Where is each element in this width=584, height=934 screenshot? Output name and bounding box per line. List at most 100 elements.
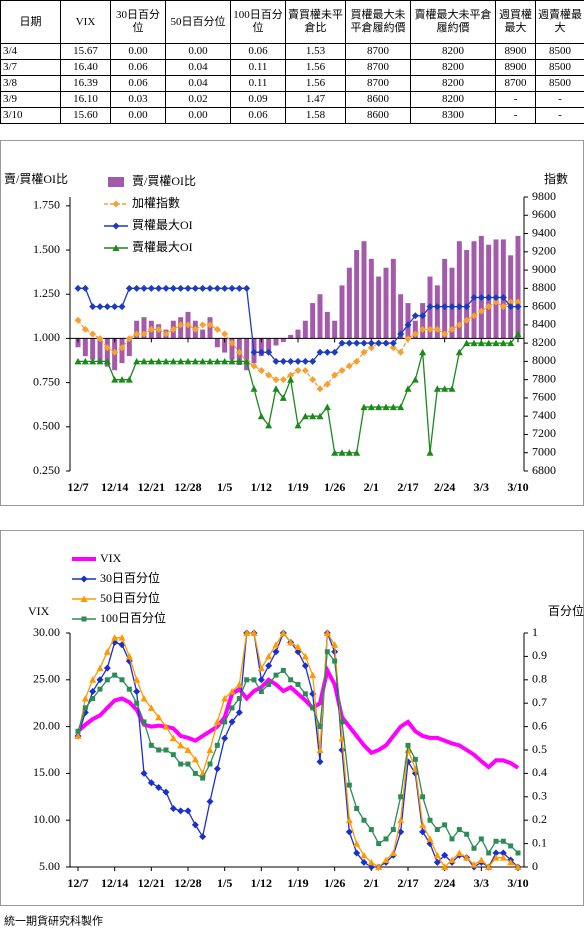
- marker: [441, 385, 449, 392]
- legend-label: 50日百分位: [100, 590, 160, 605]
- bar: [449, 267, 455, 339]
- marker: [273, 672, 279, 678]
- bar: [398, 294, 404, 339]
- table-cell: -: [535, 107, 584, 124]
- marker: [345, 816, 353, 824]
- table-cell: 1.47: [285, 91, 346, 108]
- bar: [75, 338, 81, 348]
- marker: [191, 325, 199, 333]
- marker: [301, 652, 309, 660]
- marker: [448, 856, 456, 863]
- marker: [118, 634, 126, 641]
- y2-tick-label: 7200: [532, 426, 556, 440]
- marker: [294, 357, 302, 365]
- marker: [80, 595, 88, 602]
- table-cell: 50日百分位: [165, 0, 231, 44]
- marker: [419, 325, 427, 333]
- marker: [265, 662, 273, 670]
- y2-tick-label: 9400: [532, 225, 556, 239]
- marker: [279, 357, 287, 365]
- marker: [456, 827, 462, 833]
- marker: [111, 634, 119, 641]
- x-tick-label: 1/26: [324, 480, 345, 494]
- marker: [316, 412, 324, 420]
- marker: [441, 303, 449, 311]
- table-cell: -: [495, 107, 536, 124]
- marker: [287, 376, 295, 383]
- marker: [455, 348, 463, 356]
- marker: [404, 335, 412, 343]
- marker: [470, 293, 478, 301]
- marker: [111, 348, 119, 356]
- marker: [155, 713, 163, 721]
- marker: [221, 357, 229, 365]
- marker: [118, 303, 126, 311]
- marker: [250, 385, 258, 392]
- bar: [420, 303, 426, 339]
- marker: [112, 244, 120, 251]
- bar: [288, 334, 294, 339]
- marker: [112, 200, 120, 208]
- marker: [404, 385, 412, 392]
- marker: [433, 325, 441, 333]
- marker: [163, 747, 169, 753]
- marker: [155, 357, 163, 365]
- y2-tick-label: 9600: [532, 207, 556, 221]
- marker: [287, 371, 295, 379]
- marker: [389, 339, 397, 347]
- marker: [389, 849, 397, 856]
- marker: [426, 449, 434, 456]
- marker: [499, 849, 507, 857]
- marker: [96, 357, 104, 365]
- marker: [97, 686, 103, 692]
- marker: [257, 676, 265, 684]
- x-tick-label: 12/21: [138, 480, 165, 494]
- table-cell: 0.00: [110, 107, 166, 124]
- marker: [309, 671, 317, 679]
- marker: [221, 734, 229, 742]
- marker: [265, 371, 273, 379]
- marker: [353, 339, 361, 347]
- marker: [191, 357, 199, 365]
- marker: [178, 761, 184, 767]
- marker: [492, 339, 500, 347]
- marker: [169, 805, 177, 812]
- marker: [199, 357, 207, 365]
- marker: [184, 321, 192, 329]
- marker: [89, 688, 97, 695]
- marker: [411, 312, 419, 320]
- marker: [316, 385, 324, 393]
- line: [77, 650, 519, 855]
- y2-tick-label: 7000: [532, 444, 556, 458]
- marker: [301, 662, 309, 670]
- x-tick-label: 1/12: [251, 876, 272, 890]
- y-tick-label: 25.00: [33, 672, 60, 686]
- marker: [302, 691, 308, 697]
- legend-label: 買權最大OI: [132, 218, 193, 232]
- marker: [279, 376, 287, 384]
- marker: [486, 850, 492, 856]
- line: [78, 333, 519, 454]
- marker: [74, 284, 82, 292]
- marker: [448, 325, 456, 333]
- marker: [133, 330, 141, 338]
- table-cell: 1.56: [285, 75, 346, 92]
- marker: [353, 840, 361, 847]
- marker: [266, 681, 272, 687]
- marker: [434, 827, 440, 833]
- marker: [455, 321, 463, 329]
- bar: [500, 239, 506, 339]
- marker: [309, 412, 317, 420]
- marker: [507, 303, 515, 311]
- table-cell: 100日百分位: [230, 0, 286, 44]
- y-tick-label: 1.750: [33, 198, 60, 212]
- marker: [228, 718, 236, 726]
- marker: [147, 779, 155, 787]
- marker: [177, 284, 185, 292]
- x-tick-label: 12/21: [138, 876, 165, 890]
- bar: [82, 338, 88, 357]
- bar: [442, 258, 448, 339]
- marker: [397, 403, 405, 411]
- marker: [81, 325, 89, 333]
